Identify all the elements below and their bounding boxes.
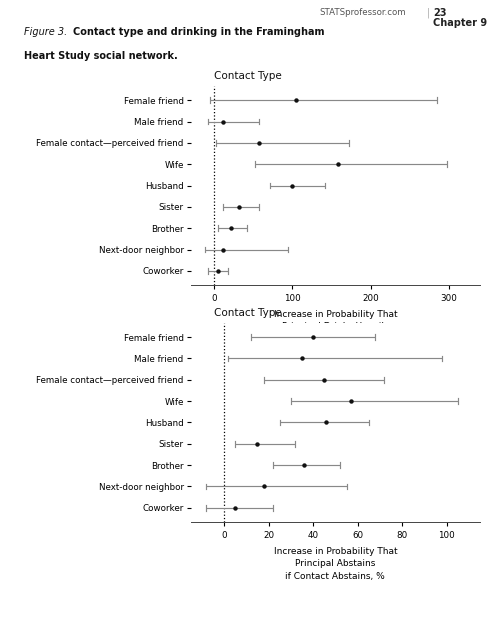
Text: Contact type and drinking in the Framingham: Contact type and drinking in the Framing… (73, 28, 325, 38)
Text: Contact Type: Contact Type (214, 71, 281, 81)
Text: Chapter 9: Chapter 9 (433, 18, 487, 28)
Text: Contact Type: Contact Type (214, 308, 281, 318)
Text: STATSprofessor.com: STATSprofessor.com (319, 8, 406, 17)
X-axis label: Increase in Probability That
Principal Drinks Heavily
if Contact Drinks Heavily,: Increase in Probability That Principal D… (272, 310, 399, 344)
Text: 23: 23 (433, 8, 446, 18)
Text: Heart Study social network.: Heart Study social network. (24, 51, 178, 61)
X-axis label: Increase in Probability That
Principal Abstains
if Contact Abstains, %: Increase in Probability That Principal A… (274, 547, 397, 580)
Text: |: | (427, 8, 431, 18)
Text: Figure 3.: Figure 3. (24, 28, 67, 38)
